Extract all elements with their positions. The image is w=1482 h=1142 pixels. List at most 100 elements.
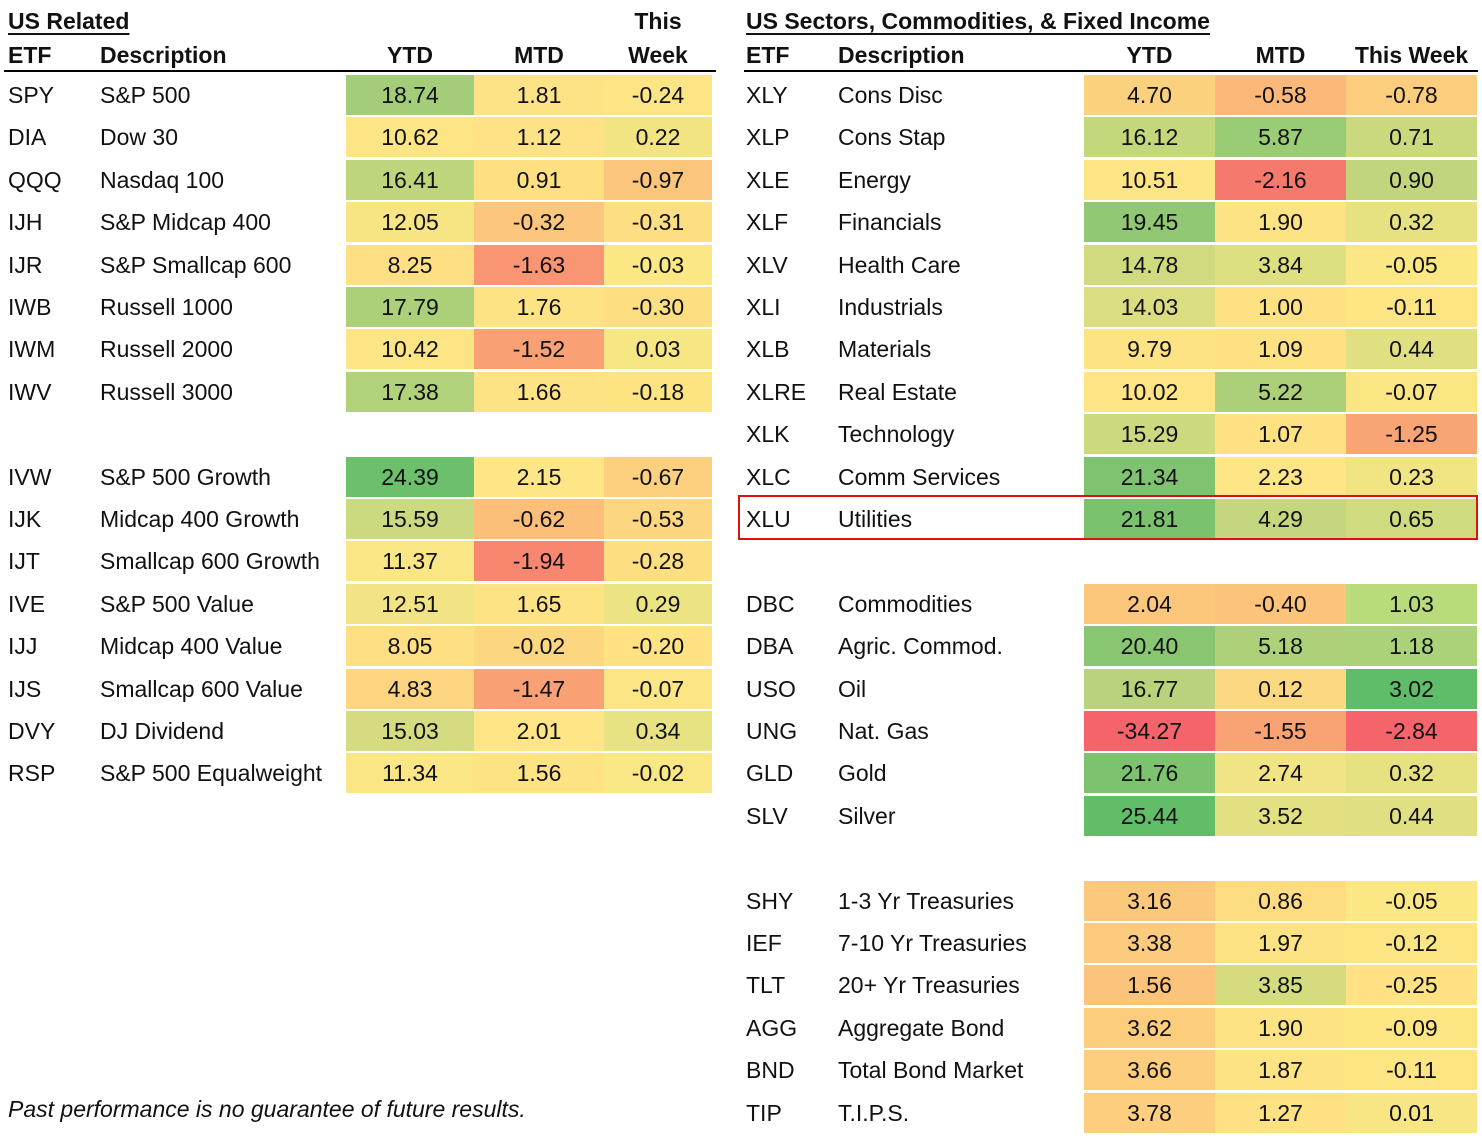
- ytd-value: 16.41: [346, 159, 474, 200]
- mtd-value: 3.84: [1215, 244, 1346, 285]
- etf-ticker: XLE: [746, 166, 790, 193]
- right-header-etf: ETF: [746, 42, 790, 68]
- table-row: IVW S&P 500 Growth 24.39 2.15 -0.67: [0, 456, 716, 497]
- table-row: XLY Cons Disc 4.70 -0.58 -0.78: [738, 75, 1480, 115]
- table-row: XLP Cons Stap 16.12 5.87 0.71: [738, 117, 1480, 158]
- week-value: 0.01: [1346, 1092, 1477, 1133]
- etf-ticker: IJS: [8, 675, 42, 702]
- etf-description: Russell 3000: [100, 378, 233, 405]
- ytd-value: 1.56: [1084, 965, 1215, 1006]
- mtd-value: 1.27: [1215, 1092, 1346, 1133]
- table-row: XLE Energy 10.51 -2.16 0.90: [738, 159, 1480, 200]
- mtd-value: 0.86: [1215, 880, 1346, 921]
- etf-ticker: SPY: [8, 82, 55, 108]
- week-value: -0.11: [1346, 1050, 1477, 1091]
- table-row: TLT 20+ Yr Treasuries 1.56 3.85 -0.25: [738, 965, 1480, 1006]
- table-row: IVE S&P 500 Value 12.51 1.65 0.29: [0, 583, 716, 624]
- etf-ticker: USO: [746, 675, 796, 702]
- week-value: 0.03: [604, 329, 712, 370]
- table-row: XLC Comm Services 21.34 2.23 0.23: [738, 456, 1480, 497]
- mtd-value: -1.47: [474, 668, 604, 709]
- week-value: 3.02: [1346, 668, 1477, 709]
- ytd-value: 24.39: [346, 456, 474, 497]
- table-row: IJR S&P Smallcap 600 8.25 -1.63 -0.03: [0, 244, 716, 285]
- etf-ticker: XLY: [746, 82, 788, 108]
- ytd-value: 12.51: [346, 583, 474, 624]
- week-value: -0.03: [604, 244, 712, 285]
- mtd-value: 3.52: [1215, 795, 1346, 836]
- etf-description: Comm Services: [838, 463, 1001, 490]
- mtd-value: -1.63: [474, 244, 604, 285]
- etf-description: Gold: [838, 760, 887, 787]
- highlight-box-utilities: [738, 495, 1478, 540]
- etf-description: Energy: [838, 166, 911, 193]
- table-row: IJK Midcap 400 Growth 15.59 -0.62 -0.53: [0, 499, 716, 539]
- etf-ticker: IJJ: [8, 633, 38, 660]
- etf-description: S&P 500 Equalweight: [100, 760, 323, 787]
- left-header-etf: ETF: [8, 42, 52, 68]
- week-value: -1.25: [1346, 414, 1477, 455]
- right-header-week: This Week: [1354, 42, 1469, 68]
- week-value: -2.84: [1346, 711, 1477, 751]
- ytd-value: 4.83: [346, 668, 474, 709]
- ytd-value: 3.38: [1084, 923, 1215, 963]
- table-row: BND Total Bond Market 3.66 1.87 -0.11: [738, 1050, 1480, 1091]
- mtd-value: 5.22: [1215, 371, 1346, 412]
- etf-description: Financials: [838, 209, 942, 236]
- etf-description: Industrials: [838, 294, 943, 320]
- week-value: 1.18: [1346, 626, 1477, 667]
- etf-description: Commodities: [838, 590, 973, 617]
- mtd-value: 1.65: [474, 583, 604, 624]
- week-value: -0.02: [604, 753, 712, 794]
- table-row: DBA Agric. Commod. 20.40 5.18 1.18: [738, 626, 1480, 667]
- table-row: IWB Russell 1000 17.79 1.76 -0.30: [0, 287, 716, 327]
- etf-ticker: XLU: [746, 506, 791, 532]
- table-row: IJJ Midcap 400 Value 8.05 -0.02 -0.20: [0, 626, 716, 667]
- ytd-value: 16.12: [1084, 117, 1215, 158]
- week-value: 1.03: [1346, 583, 1477, 624]
- etf-ticker: XLP: [746, 124, 790, 151]
- mtd-value: 1.90: [1215, 202, 1346, 243]
- mtd-value: 1.56: [474, 753, 604, 794]
- week-value: -0.07: [1346, 371, 1477, 412]
- ytd-value: 15.59: [346, 499, 474, 539]
- week-value: -0.07: [604, 668, 712, 709]
- etf-ticker: XLRE: [746, 378, 807, 405]
- ytd-value: 25.44: [1084, 795, 1215, 836]
- table-row: DBC Commodities 2.04 -0.40 1.03: [738, 583, 1480, 624]
- etf-description: Health Care: [838, 251, 961, 278]
- right-header-description: Description: [838, 42, 965, 68]
- ytd-value: 9.79: [1084, 329, 1215, 370]
- mtd-value: 1.81: [474, 75, 604, 115]
- etf-description: S&P 500: [100, 82, 191, 108]
- etf-ticker: XLC: [746, 463, 791, 490]
- ytd-value: 3.62: [1084, 1007, 1215, 1048]
- ytd-value: 14.78: [1084, 244, 1215, 285]
- etf-ticker: SHY: [746, 887, 794, 914]
- us-related-title: US Related: [8, 8, 130, 34]
- etf-description: Cons Stap: [838, 124, 946, 151]
- right-header-mtd: MTD: [1255, 42, 1306, 68]
- ytd-value: 15.03: [346, 711, 474, 751]
- table-row: XLU Utilities 21.81 4.29 0.65: [738, 499, 1480, 539]
- ytd-value: 2.04: [1084, 583, 1215, 624]
- ytd-value: 14.03: [1084, 287, 1215, 327]
- etf-description: 20+ Yr Treasuries: [838, 972, 1020, 999]
- etf-ticker: IEF: [746, 930, 782, 956]
- etf-ticker: IJK: [8, 506, 42, 532]
- ytd-value: 12.05: [346, 202, 474, 243]
- etf-ticker: TLT: [746, 972, 786, 999]
- etf-ticker: BND: [746, 1057, 795, 1084]
- ytd-value: 8.05: [346, 626, 474, 667]
- etf-description: Nat. Gas: [838, 718, 929, 744]
- table-row: XLI Industrials 14.03 1.00 -0.11: [738, 287, 1480, 327]
- table-row: SPY S&P 500 18.74 1.81 -0.24: [0, 75, 716, 115]
- left-header-description: Description: [100, 42, 227, 68]
- ytd-value: -34.27: [1084, 711, 1215, 751]
- etf-description: Cons Disc: [838, 82, 943, 108]
- week-value: 0.32: [1346, 202, 1477, 243]
- mtd-value: -0.02: [474, 626, 604, 667]
- etf-description: Materials: [838, 336, 932, 363]
- week-value: 0.22: [604, 117, 712, 158]
- week-value: -0.78: [1346, 75, 1477, 115]
